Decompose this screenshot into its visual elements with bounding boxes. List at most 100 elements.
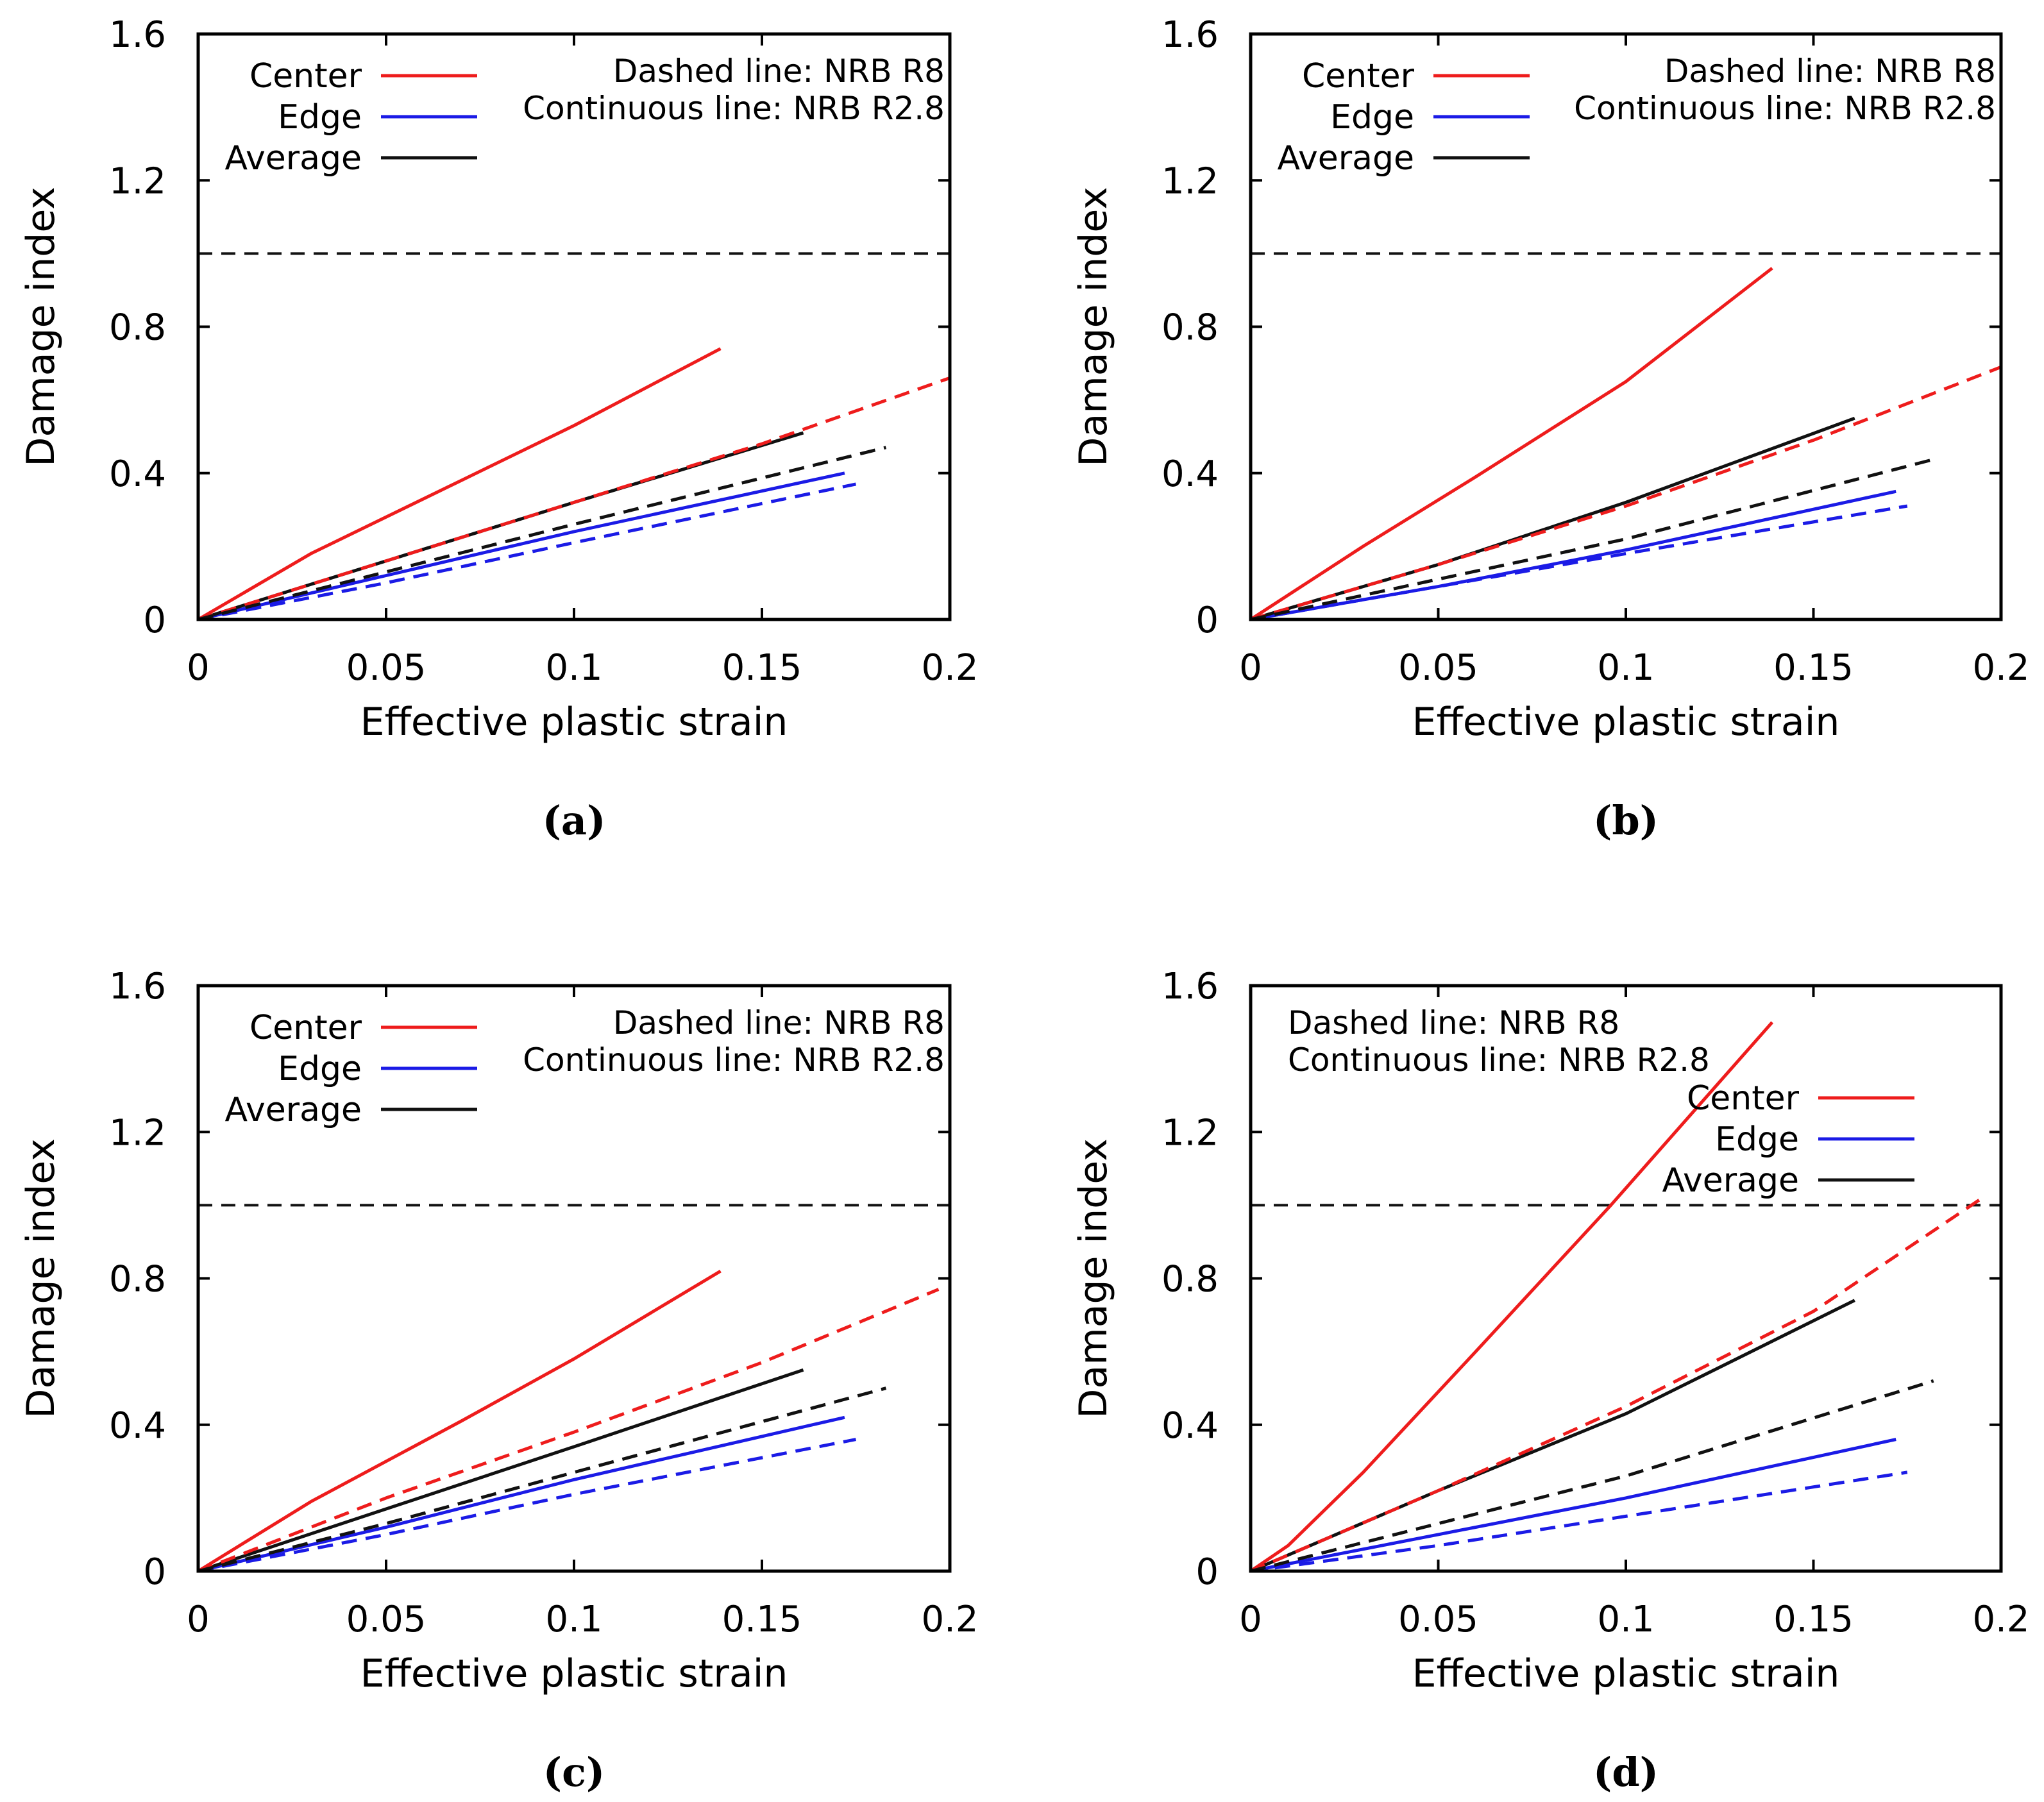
plot-frame [1249,32,2003,621]
legend-label-edge: Edge [278,1050,362,1088]
series-line-edge-nrb-r2-8 [198,1415,845,1573]
x-tick-label: 0 [1239,647,1262,689]
y-tick-label: 1.6 [1161,14,1219,56]
y-tick-label: 0.8 [109,307,166,349]
x-tick-label: 0.15 [722,647,802,689]
series-line-center-nrb-r8 [1250,1196,1984,1573]
series-line-edge-nrb-r2-8 [198,471,845,621]
y-tick-label: 1.2 [109,160,166,202]
series-line-center-nrb-r2-8 [1249,267,1773,621]
legend-label-center: Center [249,1009,362,1047]
y-tick-label: 0.4 [109,453,166,495]
annotation-text: Continuous line: NRB R2.8 [1288,1041,1710,1079]
y-axis-label: Damage index [1071,187,1116,466]
series-line-center-nrb-r2-8 [197,347,722,621]
y-tick-label: 0 [1195,600,1219,641]
x-tick-label: 0 [1239,1599,1262,1640]
y-tick-label: 0.4 [1161,453,1219,495]
series-line-average-nrb-r2-8 [1250,1299,1855,1573]
series-line-average-nrb-r8 [1250,1379,1934,1573]
x-tick-label: 0.05 [1398,647,1478,689]
series-line-center-nrb-r8 [198,376,950,621]
chart-panel-c: 0 0.4 0.8 1.2 1.6 0 0.05 0.1 0.15 0.2 Effective pl… [19,966,979,1796]
legend-label-average: Average [1662,1161,1799,1200]
legend-label-center: Center [249,57,362,96]
annotation-text: Dashed line: NRB R8 [1288,1004,1619,1041]
series-line-edge-nrb-r2-8 [1250,489,1896,621]
y-tick-label: 0.8 [1161,307,1219,349]
legend-label-average: Average [1277,139,1414,178]
y-tick-label: 1.2 [1161,160,1219,202]
y-tick-label: 0.8 [109,1259,166,1301]
x-axis-label: Effective plastic strain [360,700,788,745]
annotation-text: Continuous line: NRB R2.8 [523,90,945,127]
plot-frame [1249,984,2003,1573]
chart-panel-d: 0 0.4 0.8 1.2 1.6 0 0.05 0.1 0.15 0.2 Effective pl… [1071,966,2030,1796]
y-tick-label: 1.6 [1161,966,1219,1007]
series-line-average-nrb-r8 [198,446,886,621]
y-axis-label: Damage index [19,1138,63,1418]
x-tick-label: 0.15 [1773,647,1854,689]
series-line-average-nrb-r8 [198,1386,887,1573]
y-axis-label: Damage index [19,187,63,466]
series-line-edge-nrb-r2-8 [1250,1438,1896,1573]
legend-label-average: Average [224,139,362,178]
y-tick-label: 0 [143,1551,166,1593]
y-tick-label: 0.8 [1161,1259,1219,1301]
x-tick-label: 0.2 [1972,647,2029,689]
y-tick-label: 1.6 [109,966,166,1007]
legend-label-edge: Edge [278,98,362,137]
y-tick-label: 1.6 [109,14,166,56]
x-tick-label: 0.2 [921,1599,978,1640]
x-tick-label: 0.1 [1597,647,1654,689]
annotation-text: Dashed line: NRB R8 [1664,53,1996,90]
panel-caption: (c) [543,1749,605,1796]
x-tick-label: 0.2 [1972,1599,2029,1640]
y-tick-label: 0 [1195,1551,1219,1593]
x-tick-label: 0.05 [346,1599,427,1640]
annotation-text: Dashed line: NRB R8 [613,1004,945,1041]
plot-frame [196,984,952,1573]
annotation-text: Continuous line: NRB R2.8 [523,1041,945,1079]
series-line-edge-nrb-r8 [1250,504,1908,621]
chart-panel-a: 0 0.4 0.8 1.2 1.6 0 0.05 0.1 0.15 0.2 Effective pl… [19,14,979,844]
series-line-edge-nrb-r8 [198,1438,856,1573]
legend-label-edge: Edge [1715,1120,1799,1159]
y-tick-label: 1.2 [109,1112,166,1154]
y-tick-label: 0.4 [109,1405,166,1447]
x-axis-label: Effective plastic strain [1412,1651,1840,1696]
x-tick-label: 0.15 [1773,1599,1854,1640]
panel-caption: (d) [1593,1749,1659,1796]
plot-frame [196,32,952,621]
legend-label-center: Center [1687,1079,1800,1118]
y-tick-label: 1.2 [1161,1112,1219,1154]
y-tick-label: 0 [143,600,166,641]
x-tick-label: 0.15 [722,1599,802,1640]
legend-label-average: Average [224,1091,362,1129]
series-line-center-nrb-r8 [198,1288,940,1573]
x-tick-label: 0.2 [921,647,978,689]
x-axis-label: Effective plastic strain [1412,700,1840,745]
x-tick-label: 0.1 [545,647,602,689]
x-tick-label: 0.1 [545,1599,602,1640]
series-line-average-nrb-r2-8 [198,1368,804,1573]
x-tick-label: 0 [187,1599,210,1640]
x-tick-label: 0.1 [1597,1599,1654,1640]
y-axis-label: Damage index [1071,1138,1116,1418]
x-axis-label: Effective plastic strain [360,1651,788,1696]
panel-caption: (a) [543,797,606,844]
series-line-center-nrb-r2-8 [1249,1021,1774,1573]
series-line-center-nrb-r2-8 [197,1269,722,1573]
y-tick-label: 0.4 [1161,1405,1219,1447]
chart-panel-b: 0 0.4 0.8 1.2 1.6 0 0.05 0.1 0.15 0.2 Effective pl… [1071,14,2030,844]
x-tick-label: 0 [187,647,210,689]
x-tick-label: 0.05 [346,647,427,689]
panel-caption: (b) [1593,797,1659,844]
series-line-edge-nrb-r8 [1250,1470,1908,1573]
x-tick-label: 0.05 [1398,1599,1478,1640]
annotation-text: Dashed line: NRB R8 [613,53,945,90]
series-line-average-nrb-r8 [1250,457,1938,621]
legend-label-edge: Edge [1330,98,1414,137]
annotation-text: Continuous line: NRB R2.8 [1574,90,1996,127]
